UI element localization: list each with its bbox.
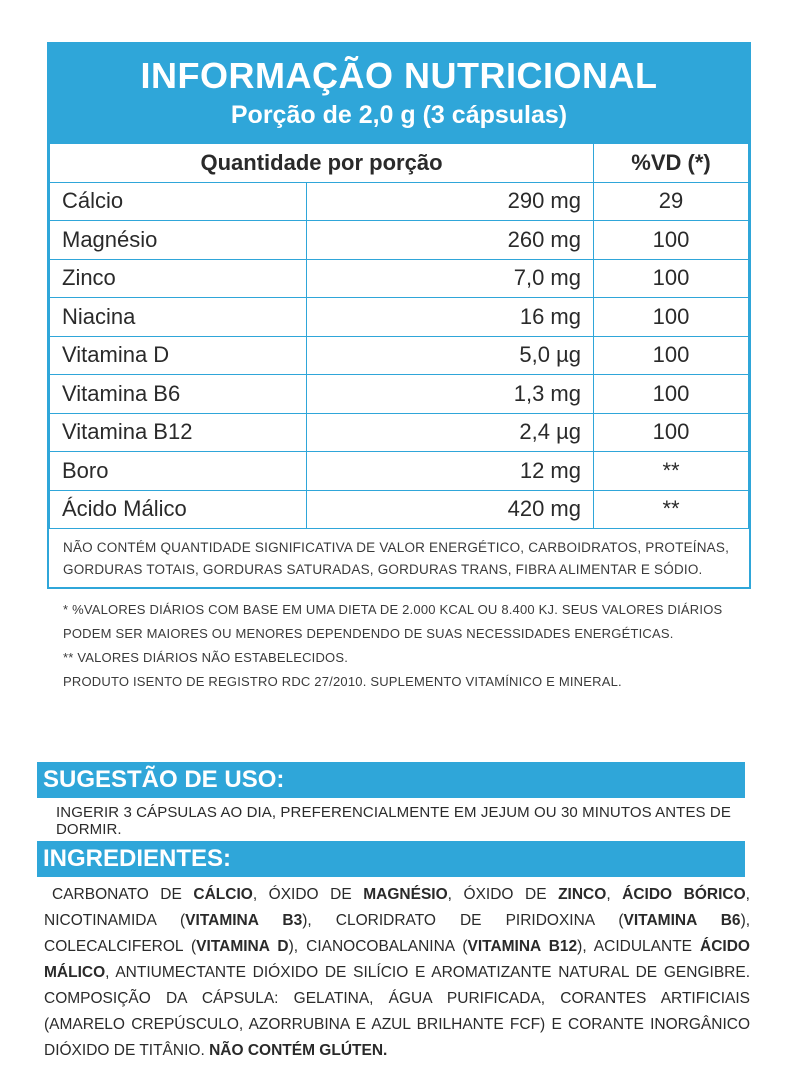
nutrient-vd: 100 — [593, 220, 749, 260]
ingredient-text: , NICOTINAMIDA ( — [44, 886, 750, 929]
ingredient-highlight: VITAMINA B12 — [467, 938, 578, 955]
nutrient-vd: ** — [593, 451, 749, 491]
ingredient-highlight: VITAMINA D — [196, 938, 289, 955]
ingredient-text: ), ACIDULANTE — [577, 938, 701, 955]
usage-heading: SUGESTÃO DE USO: — [43, 766, 285, 793]
table-header-row: Quantidade por porção %VD (*) — [49, 144, 749, 183]
ingredients-text: CARBONATO DE CÁLCIO, ÓXIDO DE MAGNÉSIO, … — [44, 882, 750, 1064]
ingredient-highlight: NÃO CONTÉM GLÚTEN. — [209, 1042, 388, 1059]
ingredient-highlight: VITAMINA B3 — [185, 912, 303, 929]
footnote-line: ** VALORES DIÁRIOS NÃO ESTABELECIDOS. — [63, 650, 349, 665]
ingredient-text: CARBONATO DE — [52, 886, 194, 903]
table-row: Niacina 16 mg 100 — [49, 297, 749, 337]
footnote-line: PRODUTO ISENTO DE REGISTRO RDC 27/2010. … — [63, 674, 622, 689]
nutrient-vd: 100 — [593, 374, 749, 414]
nutrient-name: Ácido Málico — [49, 489, 307, 529]
nutrient-amount: 16 mg — [306, 297, 594, 337]
ingredient-text: ), CIANOCOBALANINA ( — [288, 938, 468, 955]
nutrient-amount: 1,3 mg — [306, 374, 594, 414]
ingredient-highlight: ÁCIDO BÓRICO — [622, 886, 746, 903]
table-row: Cálcio 290 mg 29 — [49, 181, 749, 221]
ingredient-text: , ANTIUMECTANTE DIÓXIDO DE SILÍCIO E ARO… — [44, 964, 750, 1059]
nutrient-name: Boro — [49, 451, 307, 491]
table-note-line: NÃO CONTÉM QUANTIDADE SIGNIFICATIVA DE V… — [63, 540, 730, 555]
nutrient-name: Magnésio — [49, 220, 307, 260]
nutrient-name: Niacina — [49, 297, 307, 337]
table-row: Boro 12 mg ** — [49, 451, 749, 491]
nutrient-name: Zinco — [49, 258, 307, 298]
table-row: Ácido Málico 420 mg ** — [49, 489, 749, 529]
nutrient-vd: 29 — [593, 181, 749, 221]
nutrition-table: Quantidade por porção %VD (*) Cálcio 290 … — [49, 144, 749, 529]
ingredient-text: , — [606, 886, 623, 903]
nutrition-table-panel: INFORMAÇÃO NUTRICIONAL Porção de 2,0 g (… — [47, 42, 751, 589]
qty-column-header: Quantidade por porção — [49, 144, 594, 183]
usage-text: INGERIR 3 CÁPSULAS AO DIA, PREFERENCIALM… — [56, 804, 731, 838]
nutrient-amount: 290 mg — [306, 181, 594, 221]
table-row: Magnésio 260 mg 100 — [49, 220, 749, 260]
nutrient-amount: 420 mg — [306, 489, 594, 529]
ingredient-text: ), COLECALCIFEROL ( — [44, 912, 751, 955]
footnotes: * %VALORES DIÁRIOS COM BASE EM UMA DIETA… — [63, 598, 753, 694]
nutrition-title: INFORMAÇÃO NUTRICIONAL — [140, 55, 658, 96]
table-row: Vitamina B6 1,3 mg 100 — [49, 374, 749, 414]
table-note: NÃO CONTÉM QUANTIDADE SIGNIFICATIVA DE V… — [49, 529, 749, 587]
nutrient-amount: 2,4 µg — [306, 412, 594, 452]
usage-heading-bar: SUGESTÃO DE USO: — [37, 762, 745, 798]
ingredient-text: , ÓXIDO DE — [252, 886, 364, 903]
nutrient-amount: 12 mg — [306, 451, 594, 491]
table-note-line: GORDURAS TOTAIS, GORDURAS SATURADAS, GOR… — [63, 562, 703, 577]
ingredient-highlight: VITAMINA B6 — [623, 912, 741, 929]
nutrient-vd: 100 — [593, 258, 749, 298]
ingredient-highlight: ZINCO — [558, 886, 607, 903]
nutrient-name: Cálcio — [49, 181, 307, 221]
vd-column-header: %VD (*) — [593, 144, 749, 183]
nutrient-vd: 100 — [593, 335, 749, 375]
ingredients-heading-bar: INGREDIENTES: — [37, 841, 745, 877]
nutrient-name: Vitamina B12 — [49, 412, 307, 452]
ingredients-heading: INGREDIENTES: — [43, 845, 232, 872]
footnote-line: * %VALORES DIÁRIOS COM BASE EM UMA DIETA… — [63, 602, 723, 617]
nutrient-vd: 100 — [593, 412, 749, 452]
ingredient-highlight: MAGNÉSIO — [363, 886, 448, 903]
nutrient-amount: 7,0 mg — [306, 258, 594, 298]
ingredient-text: ), CLORIDRATO DE PIRIDOXINA ( — [302, 912, 624, 929]
ingredient-text: , ÓXIDO DE — [447, 886, 559, 903]
nutrient-vd: ** — [593, 489, 749, 529]
ingredient-highlight: ÁCIDO MÁLICO — [44, 938, 750, 981]
nutrient-amount: 260 mg — [306, 220, 594, 260]
ingredient-highlight: CÁLCIO — [193, 886, 253, 903]
nutrient-vd: 100 — [593, 297, 749, 337]
nutrient-amount: 5,0 µg — [306, 335, 594, 375]
nutrition-header: INFORMAÇÃO NUTRICIONAL Porção de 2,0 g (… — [49, 44, 749, 144]
table-row: Vitamina B12 2,4 µg 100 — [49, 412, 749, 452]
serving-size: Porção de 2,0 g (3 cápsulas) — [230, 101, 568, 129]
table-row: Zinco 7,0 mg 100 — [49, 258, 749, 298]
nutrient-name: Vitamina D — [49, 335, 307, 375]
table-row: Vitamina D 5,0 µg 100 — [49, 335, 749, 375]
nutrient-name: Vitamina B6 — [49, 374, 307, 414]
footnote-line: PODEM SER MAIORES OU MENORES DEPENDENDO … — [63, 626, 674, 641]
